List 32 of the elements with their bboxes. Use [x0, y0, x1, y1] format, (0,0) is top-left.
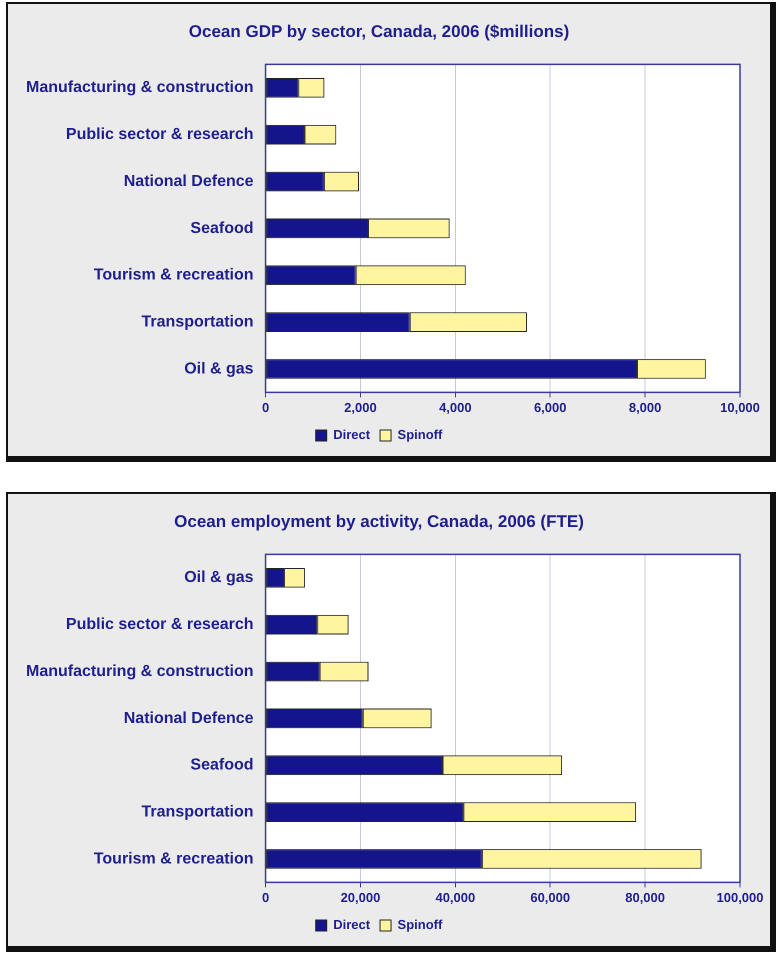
y-tick-label: Tourism & recreation: [94, 266, 254, 284]
y-tick-label: Public sector & research: [66, 616, 254, 634]
legend-label: Spinoff: [398, 427, 443, 442]
y-tick-label: Public sector & research: [66, 126, 254, 144]
x-tick-label: 6,000: [534, 400, 566, 415]
x-tick-label: 8,000: [628, 400, 662, 415]
x-tick-label: 4,000: [439, 400, 472, 415]
y-tick-label: Manufacturing & construction: [26, 662, 254, 680]
y-tick-label: National Defence: [124, 172, 254, 190]
y-tick-label: Tourism & recreation: [94, 850, 254, 868]
chart-title: Ocean GDP by sector, Canada, 2006 ($millions): [188, 22, 570, 41]
x-tick-label: 0: [262, 890, 270, 905]
y-tick-label: Seafood: [190, 220, 254, 237]
y-tick-label: Transportation: [142, 314, 254, 331]
y-tick-label: Manufacturing & construction: [26, 79, 254, 96]
x-tick-label: 10,000: [720, 400, 760, 415]
chart-title: Ocean employment by activity, Canada, 2006 (FTE): [174, 512, 584, 531]
y-tick-label: National Defence: [124, 710, 254, 727]
x-tick-label: 40,000: [435, 890, 476, 905]
y-tick-label: Transportation: [142, 804, 254, 821]
y-tick-label: Oil & gas: [184, 360, 254, 378]
x-tick-label: 2,000: [344, 400, 377, 415]
x-tick-label: 20,000: [340, 890, 380, 905]
x-tick-label: 60,000: [530, 890, 570, 905]
legend-label: Spinoff: [398, 917, 443, 932]
legend-label: Direct: [333, 427, 371, 442]
x-tick-label: 80,000: [625, 890, 665, 905]
legend-label: Direct: [333, 917, 371, 932]
x-tick-label: 0: [262, 400, 270, 415]
y-tick-label: Seafood: [190, 756, 254, 774]
x-tick-label: 100,000: [716, 890, 764, 905]
y-tick-label: Oil & gas: [184, 569, 254, 586]
